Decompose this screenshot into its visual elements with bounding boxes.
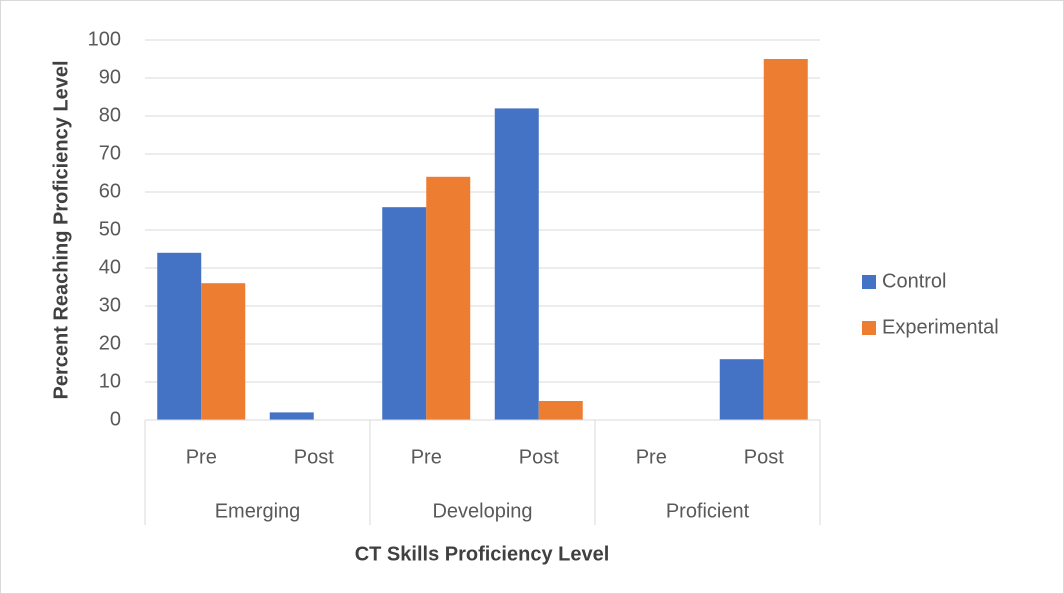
y-tick-label: 80 (99, 104, 121, 126)
legend-label: Control (882, 270, 946, 292)
y-tick-label: 20 (99, 332, 121, 354)
group-label: Proficient (666, 500, 750, 522)
group-label: Emerging (215, 500, 301, 522)
bar (719, 359, 764, 420)
x-axis-title: CT Skills Proficiency Level (355, 543, 610, 565)
bar (157, 252, 202, 420)
legend-swatch (862, 275, 876, 289)
y-axis-title: Percent Reaching Proficiency Level (50, 60, 72, 399)
bar (538, 401, 583, 420)
x-tick-label: Pre (636, 446, 667, 468)
y-tick-label: 0 (110, 408, 121, 430)
y-tick-label: 60 (99, 180, 121, 202)
bar (382, 207, 427, 420)
legend-swatch (862, 321, 876, 335)
y-tick-label: 70 (99, 142, 121, 164)
x-tick-label: Post (744, 446, 784, 468)
group-label: Developing (432, 500, 532, 522)
bar (494, 108, 539, 421)
y-tick-label: 90 (99, 66, 121, 88)
bar (201, 283, 246, 420)
legend-label: Experimental (882, 316, 999, 338)
bar (763, 59, 808, 420)
x-tick-label: Pre (411, 446, 442, 468)
bar (426, 176, 471, 420)
x-tick-label: Pre (186, 446, 217, 468)
y-tick-label: 100 (88, 28, 121, 50)
x-tick-label: Post (294, 446, 334, 468)
x-tick-label: Post (519, 446, 559, 468)
bar (269, 412, 314, 420)
y-tick-label: 50 (99, 218, 121, 240)
y-tick-label: 40 (99, 256, 121, 278)
y-tick-label: 10 (99, 370, 121, 392)
y-tick-label: 30 (99, 294, 121, 316)
